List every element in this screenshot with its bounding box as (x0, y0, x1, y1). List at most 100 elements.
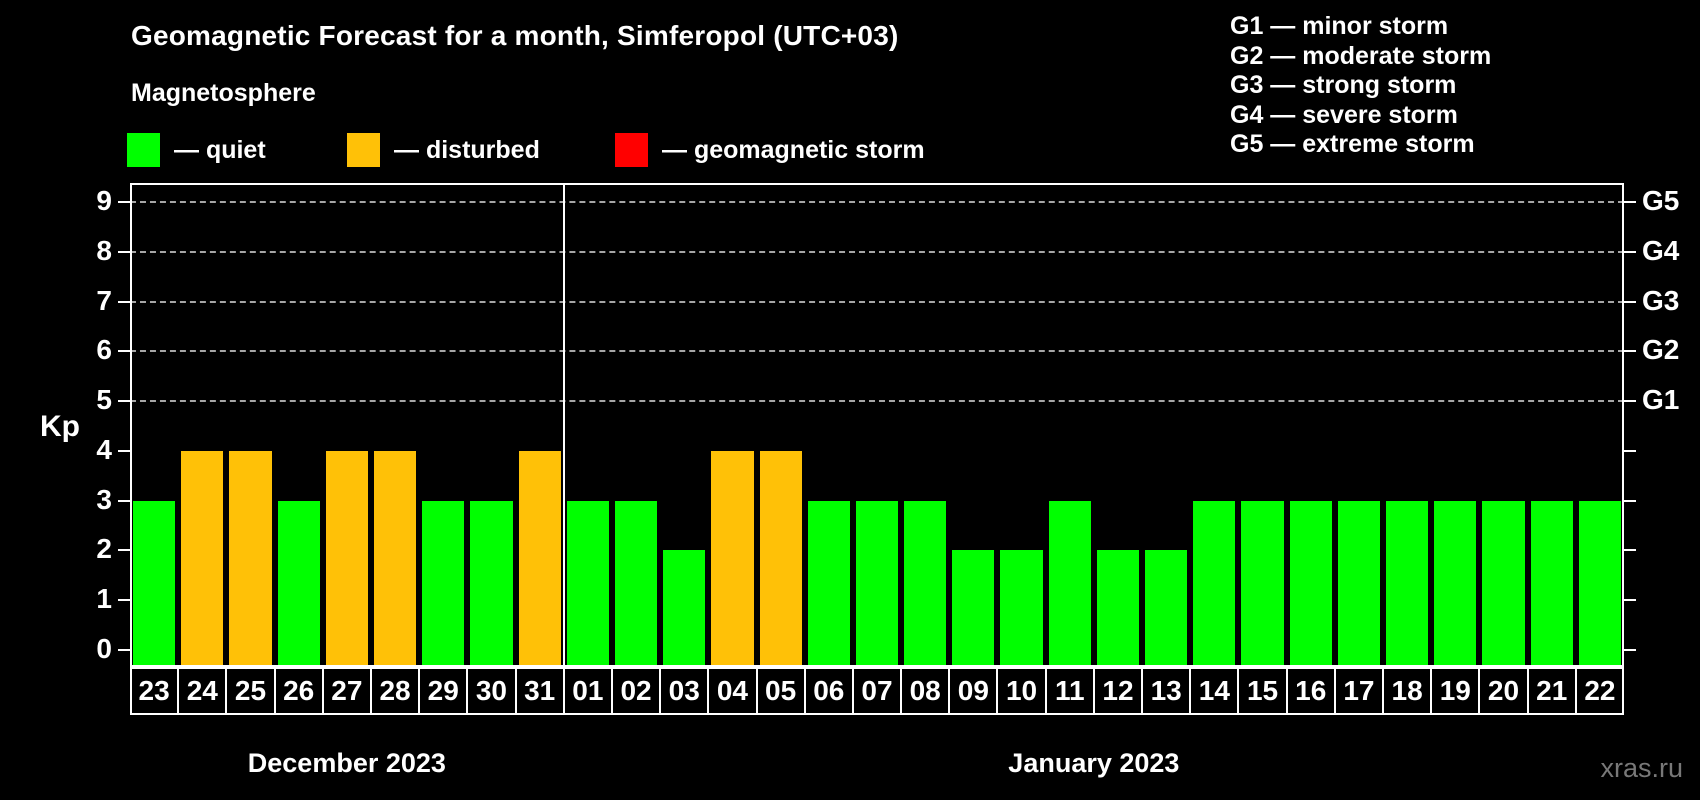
date-cell-border (755, 667, 758, 715)
bar-december-29 (422, 500, 465, 667)
date-label-14: 14 (1198, 675, 1230, 706)
quiet-swatch-icon (127, 133, 160, 167)
date-label-06: 06 (813, 675, 845, 706)
bar-december-24 (181, 450, 224, 667)
date-label-02: 02 (620, 675, 652, 706)
kp-tick-label-9: 9 (96, 184, 112, 216)
date-label-16: 16 (1295, 675, 1327, 706)
legend-item-disturbed: — disturbed (347, 133, 540, 167)
right-tick-4 (1624, 449, 1636, 452)
date-cell-border (562, 667, 565, 715)
date-label-01: 01 (572, 675, 604, 706)
bar-january-02 (614, 500, 658, 667)
storm-swatch-icon (615, 133, 648, 167)
bar-january-05 (759, 450, 802, 667)
kp-axis-title: Kp (40, 410, 80, 443)
date-label-07: 07 (861, 675, 893, 706)
legend-item-storm: — geomagnetic storm (615, 133, 925, 167)
date-label-08: 08 (909, 675, 941, 706)
right-axis-label-G4: G4 (1642, 234, 1680, 266)
left-tick-6 (118, 350, 130, 353)
date-label-12: 12 (1102, 675, 1134, 706)
legend-quiet-label: — quiet (174, 135, 266, 164)
right-axis-label-G3: G3 (1642, 284, 1680, 316)
magnetosphere-label: Magnetosphere (131, 79, 316, 107)
kp-tick-label-0: 0 (96, 633, 112, 664)
date-label-11: 11 (1054, 675, 1085, 706)
month-label: January 2023 (1008, 748, 1180, 778)
date-label-23: 23 (138, 675, 170, 706)
right-axis-label-G1: G1 (1642, 384, 1680, 416)
date-label-29: 29 (427, 675, 459, 706)
legend-storm-label: — geomagnetic storm (662, 135, 925, 164)
left-tick-0 (118, 649, 130, 651)
date-cell-border (851, 667, 854, 715)
gridline-kp8 (130, 250, 1624, 253)
date-label-31: 31 (524, 675, 556, 706)
right-axis-label-G5: G5 (1642, 184, 1680, 216)
date-cell-border (948, 667, 951, 715)
date-label-20: 20 (1487, 675, 1520, 706)
g3-legend-line: G3 — strong storm (1230, 71, 1457, 99)
bar-january-17 (1337, 500, 1381, 667)
date-cell-border (1044, 667, 1047, 715)
date-label-28: 28 (379, 675, 411, 706)
month-separator (562, 183, 565, 667)
month-label: December 2023 (247, 748, 446, 778)
gridline-kp7 (130, 300, 1624, 303)
storm-scale-legend: G1 — minor storm G2 — moderate storm G3 … (1230, 12, 1491, 160)
left-tick-8 (118, 250, 130, 253)
date-label-25: 25 (234, 675, 267, 706)
bar-january-19 (1434, 500, 1477, 667)
bar-january-04 (711, 450, 754, 667)
bar-january-07 (855, 500, 899, 667)
bar-january-08 (904, 500, 947, 667)
date-cell-border (1237, 667, 1240, 715)
date-cell-border (466, 667, 469, 715)
disturbed-swatch-icon (347, 133, 380, 167)
bar-january-03 (663, 550, 706, 667)
gridline-kp9 (130, 200, 1624, 203)
date-cell-border (1141, 667, 1144, 715)
date-cell-border (273, 667, 276, 715)
date-label-18: 18 (1391, 675, 1423, 706)
kp-tick-label-1: 1 (96, 583, 112, 615)
date-cell-border (1189, 667, 1192, 715)
date-cell-border (900, 667, 903, 715)
gridline-kp5 (130, 400, 1624, 403)
date-cell-border (610, 667, 613, 715)
left-tick-3 (118, 499, 130, 502)
date-label-03: 03 (668, 675, 700, 706)
date-cell-border (1333, 667, 1336, 715)
bar-january-18 (1386, 500, 1429, 667)
date-label-04: 04 (716, 675, 748, 706)
date-label-05: 05 (765, 675, 797, 706)
legend-item-quiet: — quiet (127, 133, 266, 167)
left-tick-9 (118, 200, 130, 203)
bar-december-27 (325, 450, 368, 667)
date-cell-border (707, 667, 710, 715)
date-label-19: 19 (1439, 675, 1471, 706)
date-row-frame (130, 667, 1624, 715)
g2-legend-line: G2 — moderate storm (1230, 41, 1492, 70)
bar-december-26 (277, 500, 320, 667)
bar-january-15 (1241, 500, 1284, 667)
date-label-09: 09 (957, 675, 989, 706)
date-cell-border (418, 667, 421, 715)
bar-january-22 (1578, 500, 1621, 667)
bar-january-09 (952, 550, 995, 667)
legend-disturbed-label: — disturbed (394, 135, 540, 164)
right-axis-label-G2: G2 (1642, 334, 1680, 366)
bar-december-25 (229, 450, 272, 667)
bar-january-11 (1048, 500, 1091, 667)
date-cell-border (1526, 667, 1529, 715)
bar-january-10 (1000, 550, 1043, 667)
date-cell-border (369, 667, 372, 715)
date-label-21: 21 (1536, 675, 1568, 706)
right-tick-6 (1624, 350, 1636, 353)
bar-january-14 (1193, 500, 1236, 667)
bar-january-16 (1289, 500, 1332, 667)
date-cell-border (225, 667, 228, 715)
right-tick-3 (1624, 499, 1636, 502)
